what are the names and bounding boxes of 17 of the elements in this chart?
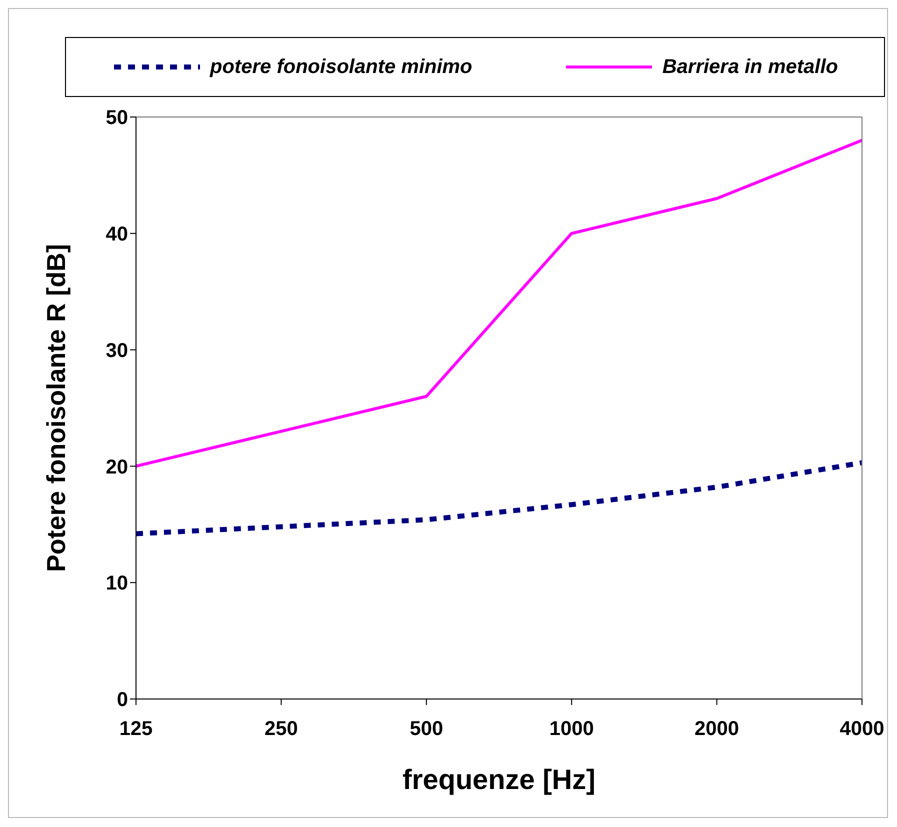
y-axis-title: Potere fonoisolante R [dB] <box>41 244 72 572</box>
legend-label: Barriera in metallo <box>661 56 838 78</box>
x-tick-label: 500 <box>410 718 444 740</box>
y-tick-label: 40 <box>106 224 128 246</box>
legend-label: potere fonoisolante minimo <box>208 56 472 78</box>
y-tick-label: 30 <box>106 340 128 362</box>
x-tick-label: 1000 <box>549 718 594 740</box>
x-tick-label: 4000 <box>840 718 884 740</box>
x-tick-label: 250 <box>264 718 298 740</box>
y-tick-label: 0 <box>116 689 128 712</box>
x-tick-label: 2000 <box>694 718 740 740</box>
x-axis-title: frequenze [Hz] <box>402 764 596 795</box>
line-series <box>136 138 862 468</box>
y-tick-label: 50 <box>106 107 128 130</box>
y-tick-label: 20 <box>106 456 128 478</box>
x-tick-label: 125 <box>119 718 153 740</box>
y-tick-label: 10 <box>106 572 128 595</box>
